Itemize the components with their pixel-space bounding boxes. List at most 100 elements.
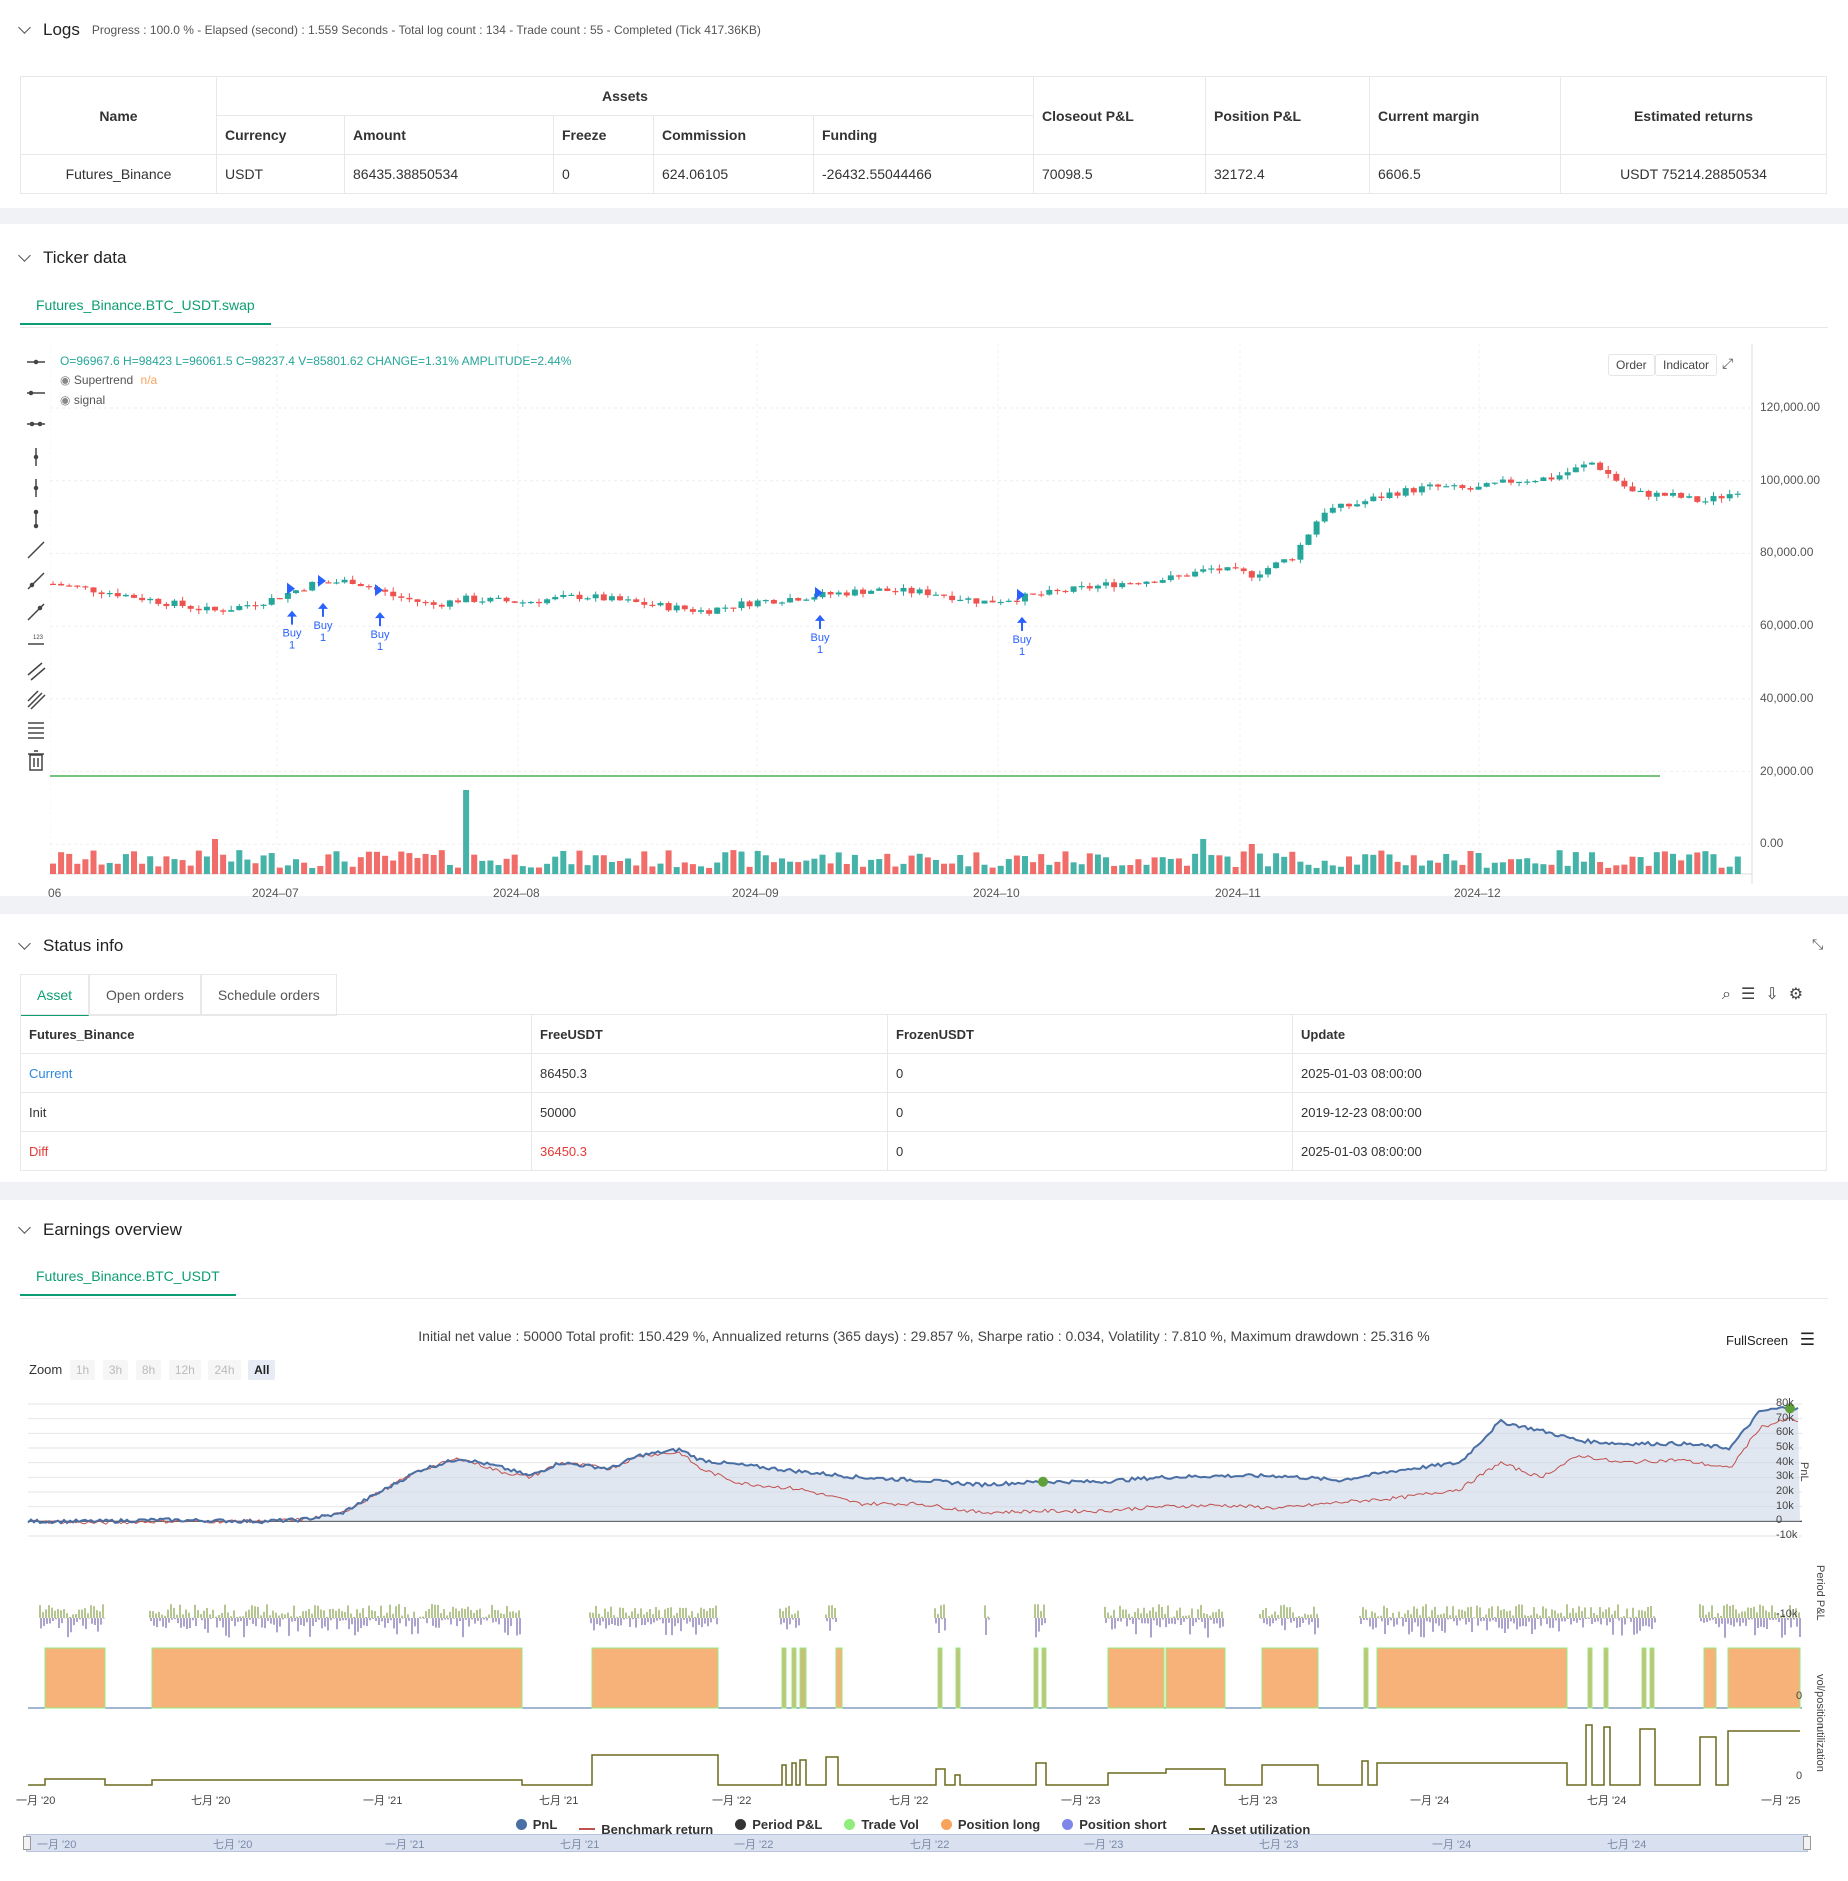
eye-icon[interactable]: ◉ <box>60 393 71 407</box>
candle-body <box>106 593 113 595</box>
arrow-line-icon[interactable] <box>27 603 45 621</box>
volume-bar <box>1248 844 1255 874</box>
volume-bar <box>1613 865 1620 874</box>
search-icon[interactable]: ⌕ <box>1722 986 1741 1003</box>
tab-earnings-symbol[interactable]: Futures_Binance.BTC_USDT <box>20 1257 236 1296</box>
parallel-channel-icon[interactable] <box>27 662 46 681</box>
candle-body <box>770 599 777 604</box>
fullscreen-button[interactable]: FullScreen ☰ <box>1726 1330 1815 1350</box>
ticker-header[interactable]: Ticker data <box>18 248 126 268</box>
ray-line-icon[interactable] <box>27 572 45 590</box>
candle-body <box>1427 484 1433 487</box>
buy-label: Buy <box>1013 634 1032 646</box>
position-long-block <box>1041 1647 1047 1709</box>
zoom-3h[interactable]: 3h <box>102 1360 129 1380</box>
legend-item[interactable]: Benchmark return <box>579 1822 713 1837</box>
zoom-8h[interactable]: 8h <box>135 1360 162 1380</box>
horizontal-ray-icon[interactable] <box>27 390 45 396</box>
pnl-marker[interactable] <box>1785 1403 1795 1414</box>
buy-flag[interactable] <box>815 586 823 599</box>
pnl-marker[interactable] <box>1038 1476 1048 1487</box>
indicator-button[interactable]: Indicator <box>1655 354 1718 376</box>
legend-item[interactable]: Trade Vol <box>844 1817 919 1832</box>
order-button[interactable]: Order <box>1608 354 1655 376</box>
chevron-down-icon[interactable] <box>18 937 31 950</box>
legend-item[interactable]: PnL <box>515 1817 557 1832</box>
legend-item[interactable]: Position short <box>1062 1817 1167 1832</box>
zoom-1h[interactable]: 1h <box>69 1360 96 1380</box>
legend-swatch <box>579 1828 596 1830</box>
trend-line-icon[interactable] <box>27 541 45 559</box>
volume-bar <box>114 863 121 874</box>
zoom-all[interactable]: All <box>248 1360 276 1380</box>
volume-bar <box>1661 851 1668 874</box>
candle-body <box>1718 496 1725 499</box>
tab-schedule-orders[interactable]: Schedule orders <box>200 974 337 1016</box>
candle-body <box>471 595 478 602</box>
col-exchange: Futures_Binance <box>20 1014 532 1054</box>
legend-item[interactable]: Position long <box>940 1817 1040 1832</box>
volume-bar <box>1013 855 1020 874</box>
volume-bar <box>527 867 534 874</box>
tab-ticker-symbol[interactable]: Futures_Binance.BTC_USDT.swap <box>20 286 271 325</box>
navigator[interactable]: 一月 '20 七月 '20 一月 '21 七月 '21 一月 '22 七月 '22 一月 '… <box>23 1834 1811 1852</box>
buy-flag[interactable] <box>375 584 383 597</box>
tab-asset[interactable]: Asset <box>20 974 90 1016</box>
volume-bar <box>1508 859 1514 874</box>
earnings-legend: PnL Benchmark return Period P&L Trade Vol Po… <box>0 1817 1848 1837</box>
candle-body <box>1151 581 1158 583</box>
trash-icon[interactable] <box>28 750 44 771</box>
logs-header[interactable]: Logs Progress : 100.0 % - Elapsed (secon… <box>18 20 761 40</box>
position-long-block <box>781 1647 787 1709</box>
status-header[interactable]: Status info <box>18 936 123 956</box>
buy-flag[interactable] <box>1017 588 1025 601</box>
legend-item[interactable]: Period P&L <box>735 1817 822 1832</box>
menu-icon[interactable]: ☰ <box>1740 986 1766 1003</box>
indicator-signal[interactable]: ◉ signal <box>60 393 105 407</box>
gear-icon[interactable]: ⚙ <box>1788 986 1814 1003</box>
candle-body <box>1248 571 1255 578</box>
fib-retracement-icon[interactable] <box>28 722 44 739</box>
vertical-line-icon[interactable] <box>33 448 39 466</box>
tabs-divider <box>20 1298 1828 1299</box>
drawing-toolbar[interactable]: 123 <box>24 354 48 1004</box>
candle-body <box>738 601 745 609</box>
buy-flag[interactable] <box>318 574 326 587</box>
vertical-segment-icon[interactable] <box>33 509 39 529</box>
collapse-icon[interactable]: ⤡ <box>1812 936 1824 952</box>
expand-icon[interactable]: ⤢ <box>1722 355 1734 371</box>
buy-flag[interactable] <box>287 582 295 595</box>
volume-bar <box>147 856 154 874</box>
volume-bar <box>1564 865 1571 874</box>
chevron-down-icon[interactable] <box>18 21 31 34</box>
extended-line-icon[interactable] <box>27 421 45 427</box>
tab-open-orders[interactable]: Open orders <box>89 974 201 1016</box>
chevron-down-icon[interactable] <box>18 249 31 262</box>
volume-bar <box>1499 862 1506 874</box>
navigator-handle-right[interactable] <box>1803 1836 1811 1850</box>
chevron-down-icon[interactable] <box>18 1221 31 1234</box>
price-range-icon[interactable]: 123 <box>28 635 44 645</box>
candle-body <box>1094 585 1101 589</box>
menu-icon[interactable]: ☰ <box>1799 1330 1816 1349</box>
col-name: Name <box>20 76 217 155</box>
navigator-handle-left[interactable] <box>23 1836 31 1850</box>
volume-bar <box>1127 865 1134 874</box>
indicator-supertrend[interactable]: ◉ Supertrend n/a <box>60 373 157 387</box>
buy-arrowhead <box>815 614 825 621</box>
volume-bar <box>811 858 818 874</box>
vertical-ray-icon[interactable] <box>33 479 39 497</box>
legend-item[interactable]: Asset utilization <box>1188 1822 1310 1837</box>
earnings-header[interactable]: Earnings overview <box>18 1220 182 1240</box>
zoom-12h[interactable]: 12h <box>168 1360 201 1380</box>
volume-bar <box>1386 854 1393 874</box>
zoom-24h[interactable]: 24h <box>208 1360 241 1380</box>
cell[interactable]: Current <box>20 1053 532 1093</box>
eye-icon[interactable]: ◉ <box>60 373 71 387</box>
pitchfork-icon[interactable] <box>27 690 46 710</box>
price-tick: 80,000.00 <box>1760 545 1814 560</box>
earnings-chart[interactable] <box>0 1390 1848 1820</box>
horizontal-line-icon[interactable] <box>27 359 45 365</box>
download-icon[interactable]: ⇩ <box>1765 986 1789 1003</box>
